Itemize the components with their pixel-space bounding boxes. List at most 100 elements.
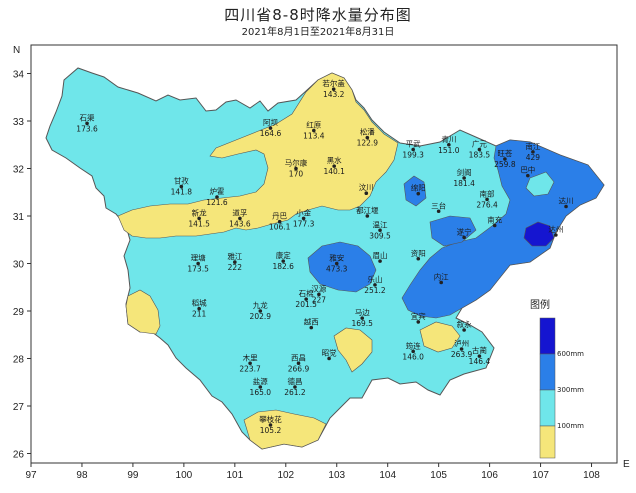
station-dot xyxy=(477,147,482,152)
station-value: 263.9 xyxy=(451,350,473,359)
station-name: 乐山 xyxy=(367,274,382,284)
x-tick-label: 101 xyxy=(226,470,243,481)
station-marker: 红原 113.4 xyxy=(303,120,325,141)
legend-label-600: 600mm xyxy=(557,350,584,358)
station-layer: 若尔盖 143.2 石渠 173.6 阿坝 164.6 红原 113.4 松潘 122.9 平武 19… xyxy=(76,78,573,435)
station-marker: 内江 xyxy=(434,272,449,285)
map-legend: 图例 600mm 300mm 100mm xyxy=(530,298,584,459)
station-marker: 九龙 202.9 xyxy=(250,300,272,321)
region-300-600-north xyxy=(403,175,427,207)
station-dot xyxy=(416,256,421,261)
station-dot xyxy=(331,87,336,91)
station-marker: 炉霍 121.6 xyxy=(206,186,228,207)
station-dot xyxy=(312,128,316,133)
station-value: 259.8 xyxy=(494,160,516,169)
station-dot xyxy=(309,325,314,330)
station-value: 105.2 xyxy=(260,426,282,435)
station-marker: 三台 xyxy=(431,200,446,214)
region-lt100-central xyxy=(333,327,373,373)
station-marker: 西昌 266.9 xyxy=(288,353,310,373)
station-marker: 剑阁 181.4 xyxy=(453,167,475,188)
x-tick-label: 108 xyxy=(583,470,600,481)
station-value: 251.2 xyxy=(364,286,386,295)
station-dot xyxy=(293,385,297,389)
station-name: 遂宁 xyxy=(457,226,472,236)
station-marker: 温江 309.5 xyxy=(369,220,391,240)
station-dot xyxy=(238,216,242,221)
region-300-600-northeast xyxy=(401,139,605,319)
station-dot xyxy=(215,195,219,199)
station-marker: 理塘 173.5 xyxy=(187,253,209,274)
station-dot xyxy=(526,173,530,178)
station-name: 九龙 xyxy=(253,300,268,310)
legend-label-300: 300mm xyxy=(557,386,584,394)
station-dot xyxy=(554,233,558,237)
station-dot xyxy=(485,197,489,202)
station-name: 巴中 xyxy=(520,165,535,175)
station-value: 177.3 xyxy=(293,219,315,228)
station-name: 青川 xyxy=(441,134,456,144)
station-name: 稻城 xyxy=(192,298,207,308)
station-name: 平武 xyxy=(406,139,421,149)
station-name: 松潘 xyxy=(360,127,375,137)
y-tick-label: 26 xyxy=(13,450,25,461)
station-marker: 德昌 261.2 xyxy=(284,376,306,397)
station-value: 181.4 xyxy=(453,179,475,188)
region-300-600-central xyxy=(307,241,377,293)
station-name: 雅安 xyxy=(329,253,344,263)
station-dot xyxy=(378,228,382,233)
y-tick-label: 34 xyxy=(13,70,25,81)
station-marker: 昭觉 xyxy=(322,348,337,361)
station-name: 新龙 xyxy=(192,207,207,217)
station-marker: 绵阳 xyxy=(411,183,426,196)
legend-title: 图例 xyxy=(530,298,550,311)
x-tick-label: 106 xyxy=(481,470,498,481)
station-marker: 石渠 173.6 xyxy=(76,112,98,133)
station-name: 马边 xyxy=(355,308,370,317)
station-marker: 汶川 xyxy=(359,182,374,195)
station-name: 叙永 xyxy=(457,319,472,329)
x-tick-label: 104 xyxy=(379,470,396,481)
x-tick-label: 102 xyxy=(277,470,294,481)
station-name: 道孚 xyxy=(232,207,247,217)
station-value: 261.2 xyxy=(284,388,306,397)
station-name: 昭觉 xyxy=(322,348,337,358)
station-name: 南江 xyxy=(525,141,540,151)
station-marker: 汉源 227 xyxy=(311,284,326,304)
station-dot xyxy=(477,354,482,358)
station-dot xyxy=(462,328,466,332)
map-title: 四川省8-8时降水量分布图 xyxy=(224,6,412,24)
station-dot xyxy=(85,121,89,126)
station-dot xyxy=(416,320,421,324)
station-marker: 越西 xyxy=(304,317,319,330)
station-value: 151.0 xyxy=(438,146,460,155)
x-tick-label: 105 xyxy=(430,470,447,481)
station-value: 170 xyxy=(289,170,304,179)
station-value: 173.5 xyxy=(187,265,209,274)
station-dot xyxy=(196,261,200,266)
station-marker: 马边 169.5 xyxy=(351,308,373,328)
station-name: 马尔康 xyxy=(285,158,308,168)
station-value: 141.8 xyxy=(171,188,193,197)
station-dot xyxy=(268,423,273,427)
station-name: 石渠 xyxy=(80,112,95,122)
station-marker: 达川 xyxy=(559,196,574,209)
legend-swatch-ge600 xyxy=(539,317,556,355)
station-name: 德昌 xyxy=(287,376,302,386)
region-lt100-south xyxy=(243,409,327,450)
station-value: 122.9 xyxy=(357,139,379,148)
region-100-300-inner xyxy=(525,171,555,197)
station-marker: 稻城 211 xyxy=(192,298,207,319)
station-marker: 甘孜 141.8 xyxy=(171,176,193,197)
station-marker: 新龙 141.5 xyxy=(188,207,210,228)
x-tick-label: 99 xyxy=(127,470,139,481)
station-dot xyxy=(360,316,365,320)
station-marker: 松潘 122.9 xyxy=(357,127,379,148)
station-name: 达州 xyxy=(548,224,563,234)
station-value: 106.1 xyxy=(269,223,291,232)
station-dot xyxy=(503,157,507,161)
station-dot xyxy=(233,260,237,264)
station-marker: 攀枝花 105.2 xyxy=(259,414,282,435)
station-name: 内江 xyxy=(434,272,449,282)
station-value: 143.6 xyxy=(229,219,251,228)
